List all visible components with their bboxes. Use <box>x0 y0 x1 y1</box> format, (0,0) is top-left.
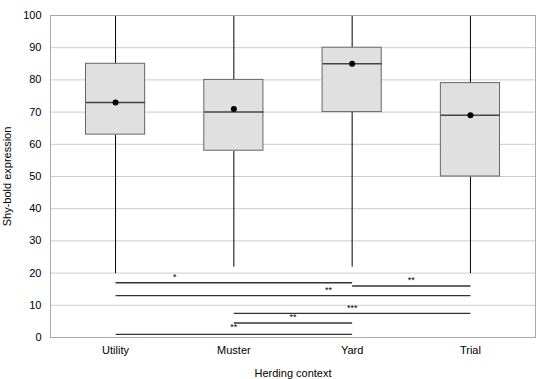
svg-text:Muster: Muster <box>217 344 251 356</box>
svg-text:10: 10 <box>29 299 41 311</box>
svg-text:***: *** <box>347 303 358 313</box>
svg-text:Utility: Utility <box>102 344 129 356</box>
svg-text:*: * <box>173 272 177 282</box>
svg-text:30: 30 <box>29 234 41 246</box>
svg-text:100: 100 <box>23 9 41 21</box>
svg-text:40: 40 <box>29 202 41 214</box>
svg-text:90: 90 <box>29 41 41 53</box>
svg-text:**: ** <box>325 285 333 295</box>
svg-text:60: 60 <box>29 138 41 150</box>
svg-text:50: 50 <box>29 170 41 182</box>
svg-text:Shy-bold expression: Shy-bold expression <box>1 127 13 227</box>
svg-text:Yard: Yard <box>341 344 363 356</box>
svg-text:Herding context: Herding context <box>254 367 331 379</box>
svg-text:80: 80 <box>29 73 41 85</box>
svg-text:Trial: Trial <box>460 344 481 356</box>
svg-text:70: 70 <box>29 106 41 118</box>
svg-text:**: ** <box>289 312 297 322</box>
svg-text:**: ** <box>230 322 238 332</box>
svg-text:20: 20 <box>29 267 41 279</box>
svg-text:**: ** <box>408 275 416 285</box>
svg-text:0: 0 <box>35 331 41 343</box>
